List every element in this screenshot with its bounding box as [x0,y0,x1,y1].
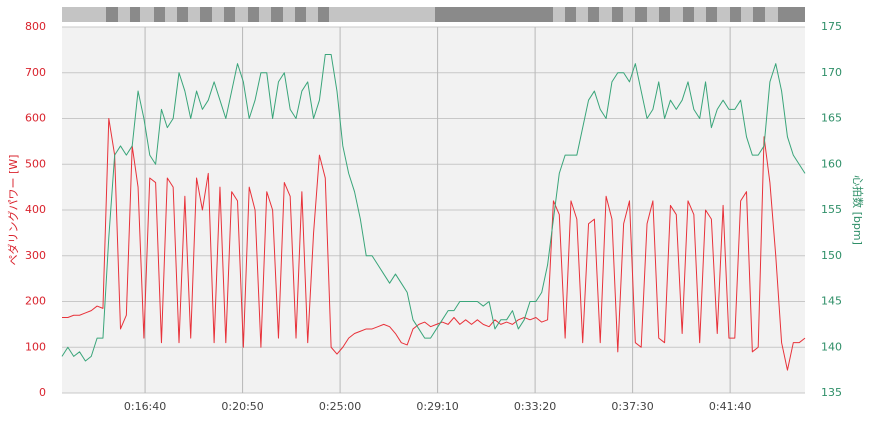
y2-tick-label: 170 [821,66,842,79]
y-tick-label: 0 [39,386,46,399]
strip-segment [130,7,140,22]
x-tick-label: 0:16:40 [124,400,166,413]
strip-segment [106,7,118,22]
y-tick-label: 400 [25,203,46,216]
strip-segment [435,7,553,22]
y-tick-label: 100 [25,340,46,353]
y-tick-label: 300 [25,249,46,262]
y-tick-label: 800 [25,20,46,33]
strip-segment [295,7,306,22]
segment-strip [62,7,805,22]
series-line [61,53,806,362]
y2-axis-label: 心拍数 [bpm] [851,175,865,245]
x-tick-label: 0:33:20 [514,400,556,413]
strip-segment [271,7,283,22]
y2-tick-label: 155 [821,203,842,216]
x-tick-label: 0:29:10 [416,400,458,413]
strip-segment [753,7,765,22]
y2-tick-label: 175 [821,20,842,33]
y2-tick-label: 160 [821,157,842,170]
strip-segment [565,7,576,22]
y-tick-label: 200 [25,295,46,308]
strip-segment [730,7,741,22]
series-line [62,118,806,371]
y-tick-label: 600 [25,112,46,125]
strip-segment [659,7,670,22]
y2-tick-label: 165 [821,112,842,125]
y2-tick-label: 145 [821,295,842,308]
y2-tick-label: 150 [821,249,842,262]
y-tick-label: 500 [25,157,46,170]
x-tick-label: 0:25:00 [319,400,361,413]
y-tick-label: 700 [25,66,46,79]
y2-tick-label: 140 [821,340,842,353]
x-tick-label: 0:41:40 [709,400,751,413]
strip-segment [154,7,165,22]
x-tick-label: 0:20:50 [221,400,263,413]
strip-segment [612,7,623,22]
strip-segment [588,7,599,22]
strip-segment [224,7,235,22]
strip-segment [778,7,805,22]
strip-segment [200,7,212,22]
strip-segment [177,7,188,22]
strip-segment [248,7,259,22]
strip-segment [706,7,717,22]
x-tick-label: 0:37:30 [611,400,653,413]
strip-segment [635,7,647,22]
y-axis-label: ペダリングパワー [W] [6,155,20,266]
strip-segment [318,7,329,22]
y2-tick-label: 135 [821,386,842,399]
strip-segment [683,7,694,22]
